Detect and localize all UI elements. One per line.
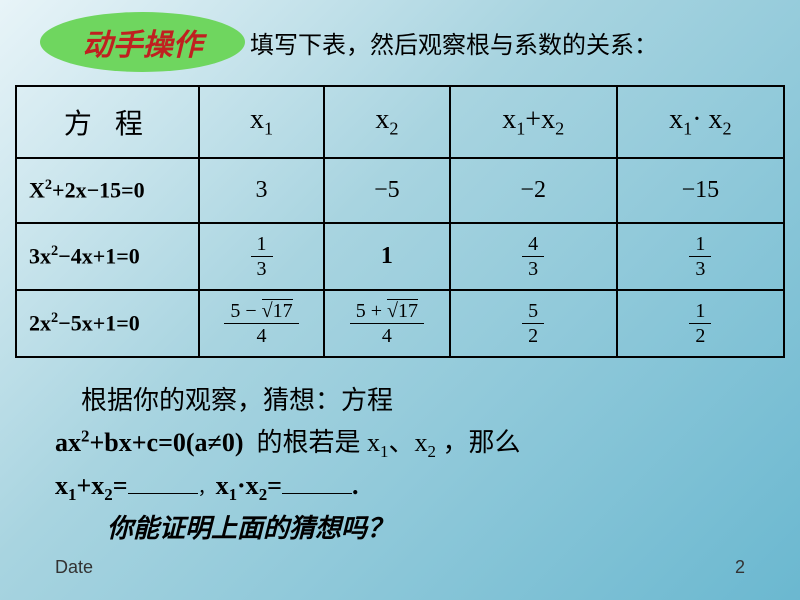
cell-x2: 1 <box>324 223 449 290</box>
badge-ellipse: 动手操作 <box>40 12 245 72</box>
cell-prod: 13 <box>617 223 784 290</box>
table-row: X2+2x−15=0 3 −5 −2 −15 <box>16 158 784 223</box>
blank-sum <box>128 468 198 494</box>
table-row: 3x2−4x+1=0 13 1 43 13 <box>16 223 784 290</box>
table-row: 2x2−5x+1=0 5 − √174 5 + √174 52 12 <box>16 290 784 357</box>
cell-x1: 13 <box>199 223 324 290</box>
cell-prod: 12 <box>617 290 784 357</box>
cell-x1: 3 <box>199 158 324 223</box>
question-text: 你能证明上面的猜想吗？ <box>107 514 393 543</box>
cell-prod: −15 <box>617 158 784 223</box>
instruction-text: 填写下表，然后观察根与系数的关系： <box>250 25 658 60</box>
header-equation: 方 程 <box>16 86 199 158</box>
equation-table: 方 程 x1 x2 x1+x2 x1· x2 X2+2x−15=0 3 −5 −… <box>15 85 785 358</box>
header-sum: x1+x2 <box>450 86 617 158</box>
body-paragraph: 根据你的观察，猜想：方程 ax2+bx+c=0(a≠0) 的根若是 x1、x2 … <box>55 380 775 550</box>
cell-x2: −5 <box>324 158 449 223</box>
header-x2: x2 <box>324 86 449 158</box>
footer-page-number: 2 <box>735 557 745 578</box>
header-product: x1· x2 <box>617 86 784 158</box>
cell-x2: 5 + √174 <box>324 290 449 357</box>
cell-equation: 3x2−4x+1=0 <box>16 223 199 290</box>
cell-sum: 52 <box>450 290 617 357</box>
badge-text: 动手操作 <box>83 20 203 64</box>
cell-equation: X2+2x−15=0 <box>16 158 199 223</box>
cell-x1: 5 − √174 <box>199 290 324 357</box>
cell-equation: 2x2−5x+1=0 <box>16 290 199 357</box>
blank-product <box>282 468 352 494</box>
footer-date: Date <box>55 557 93 578</box>
cell-sum: −2 <box>450 158 617 223</box>
header-x1: x1 <box>199 86 324 158</box>
cell-sum: 43 <box>450 223 617 290</box>
